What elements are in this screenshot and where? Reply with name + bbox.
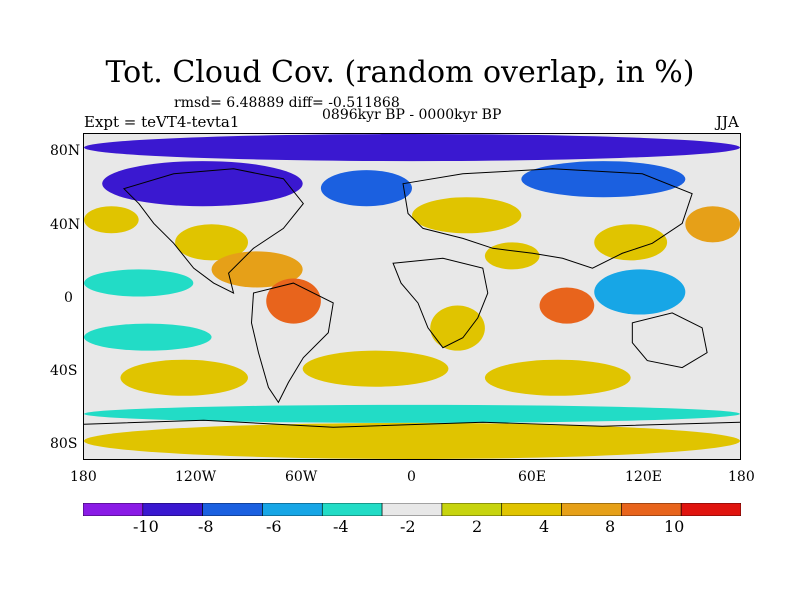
lon-tick-180w: 180 — [70, 469, 97, 485]
lon-tick-180e: 180 — [728, 469, 755, 485]
coast-antarctica — [84, 419, 740, 428]
map-regions — [84, 134, 740, 459]
cloud-cover-map — [83, 133, 741, 460]
region-arabia-high — [484, 242, 540, 270]
lon-tick-60w: 60W — [285, 469, 318, 485]
colorbar-swatch-5 — [381, 503, 443, 516]
lon-tick-120w: 120W — [175, 469, 217, 485]
region-siberia-low — [521, 161, 686, 198]
coast-eurasia — [402, 168, 693, 269]
region-china-high — [594, 224, 668, 261]
region-s-atlantic-high — [302, 350, 449, 387]
region-n-canada-low — [102, 161, 303, 207]
colorbar-label-10: 10 — [664, 517, 685, 536]
region-eurasia-high — [412, 197, 522, 234]
coastlines — [84, 168, 740, 428]
colorbar-swatch-0 — [83, 503, 144, 516]
colorbar-swatch-3 — [262, 503, 323, 516]
coast-africa — [392, 257, 489, 349]
colorbar-label-minus6: -6 — [266, 517, 282, 536]
lat-tick-80n: 80N — [50, 143, 81, 159]
region-antarctica-mixed — [84, 422, 740, 459]
coast-south-america — [250, 282, 334, 404]
colorbar-label-minus4: -4 — [333, 517, 349, 536]
colorbar-swatch-6 — [441, 503, 503, 516]
region-s-indian-high — [484, 359, 631, 396]
colorbar-swatch-9 — [621, 503, 682, 516]
region-amazon-high — [266, 278, 321, 324]
colorbar-label-8: 8 — [605, 517, 616, 536]
lat-tick-80s: 80S — [50, 436, 78, 452]
colorbar-swatch-1 — [142, 503, 203, 516]
colorbar-label-2: 2 — [472, 517, 483, 536]
colorbar-swatch-4 — [321, 503, 383, 516]
colorbar-swatch-2 — [202, 503, 263, 516]
lat-tick-40n: 40N — [50, 217, 81, 233]
rmsd-diff-stats: rmsd= 6.48889 diff= -0.511868 — [174, 95, 400, 111]
region-caribbean-high — [211, 251, 303, 288]
colorbar-label-minus10: -10 — [133, 517, 159, 536]
coast-north-america — [122, 168, 304, 294]
region-arctic-low — [84, 134, 740, 162]
region-pacific-40n-high — [685, 206, 740, 243]
region-s-pacific-low — [84, 323, 212, 351]
experiment-label: Expt = teVT4-tevta1 — [84, 113, 240, 131]
figure-title: Tot. Cloud Cov. (random overlap, in %) — [105, 55, 695, 90]
colorbar-swatch-10 — [680, 503, 741, 516]
lon-tick-0: 0 — [407, 469, 416, 485]
lon-tick-60e: 60E — [518, 469, 547, 485]
time-period-label: 0896kyr BP - 0000kyr BP — [322, 107, 502, 123]
colorbar-swatch-8 — [561, 503, 622, 516]
region-maritime-continent-low — [594, 269, 686, 315]
season-label: JJA — [716, 113, 739, 131]
colorbar-swatch-7 — [501, 503, 562, 516]
region-tropical-pacific-low — [84, 269, 194, 297]
region-n-atlantic-low — [320, 170, 412, 207]
colorbar-label-4: 4 — [539, 517, 550, 536]
coast-australia — [631, 312, 708, 369]
region-pacific-north-high — [84, 206, 139, 234]
region-n-america-high — [175, 224, 248, 261]
region-s-africa-high — [430, 305, 485, 351]
region-indian-ocean-high — [539, 287, 595, 324]
colorbar — [83, 503, 741, 516]
lat-tick-40s: 40S — [50, 363, 78, 379]
region-s-pacific-high — [120, 359, 248, 396]
region-southern-ocean-low — [84, 404, 740, 423]
colorbar-label-minus8: -8 — [198, 517, 214, 536]
colorbar-label-minus2: -2 — [400, 517, 416, 536]
lat-tick-0: 0 — [64, 290, 73, 306]
lon-tick-120e: 120E — [625, 469, 662, 485]
